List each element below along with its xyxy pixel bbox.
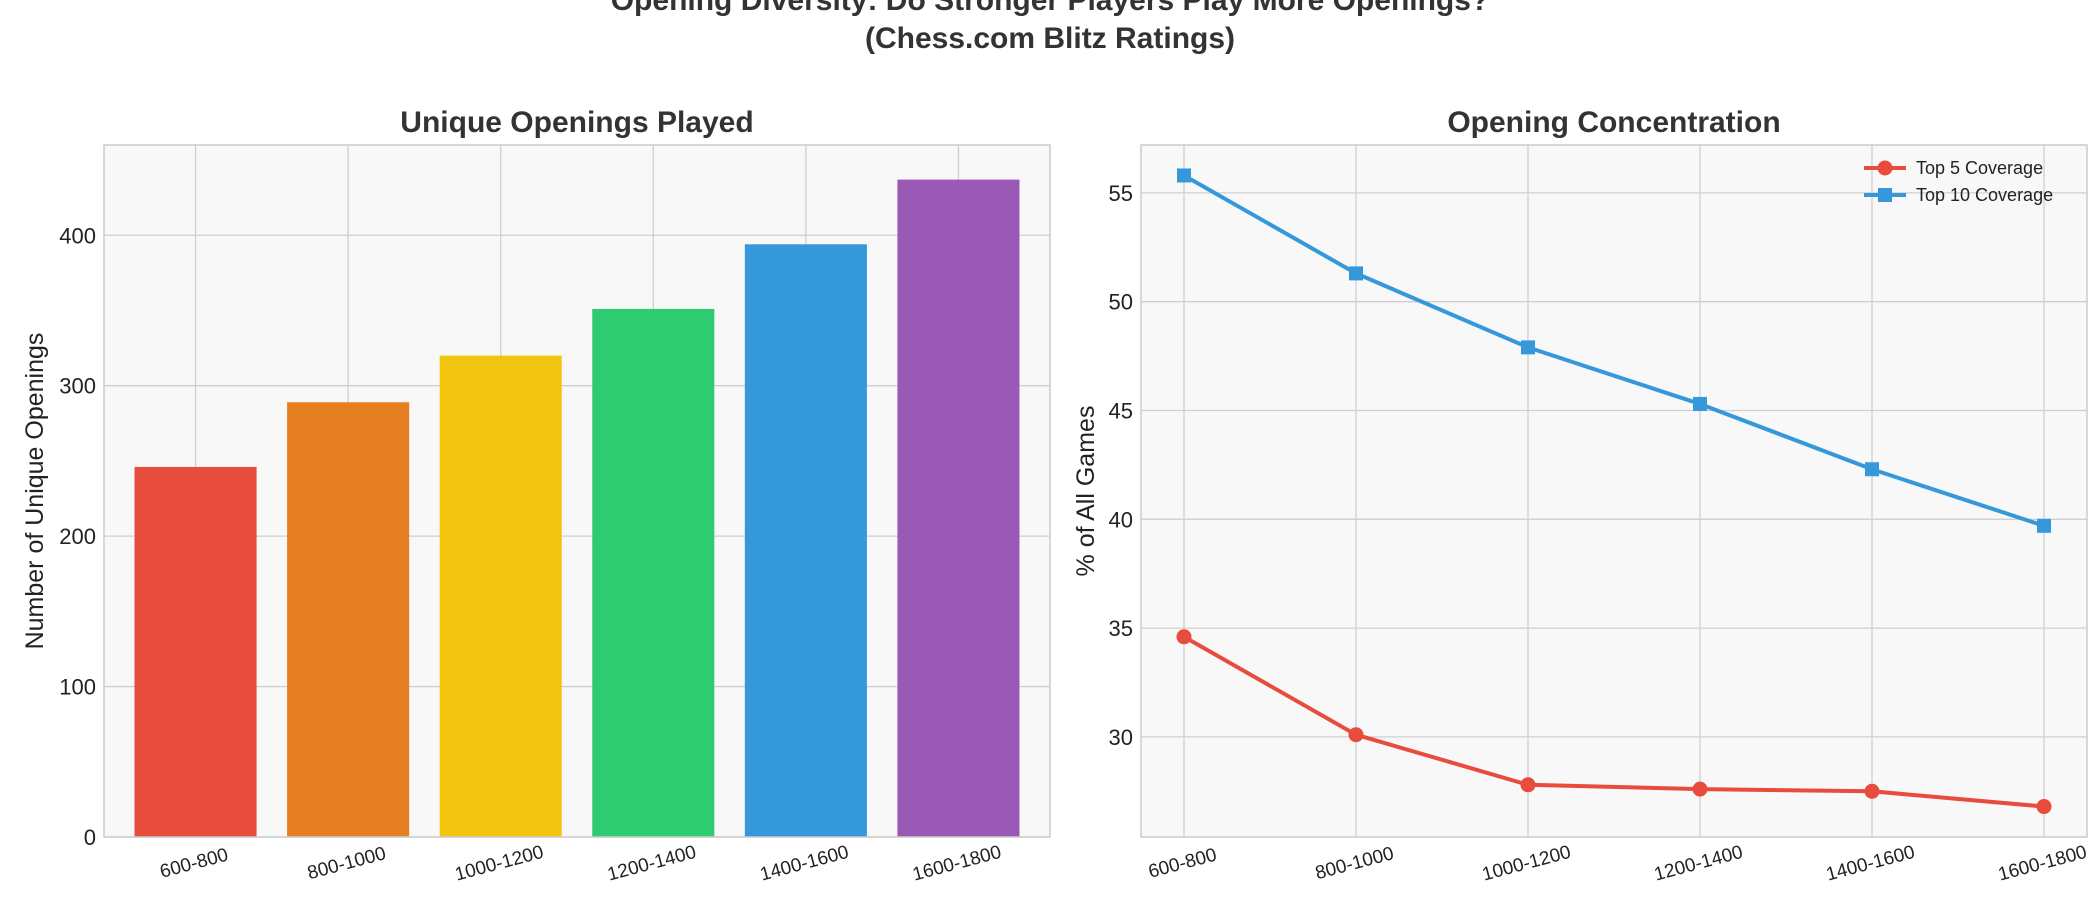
opening-concentration-panel: 30 35 40 45 50 55 600-800 800-1000 1000-1200 120…	[1072, 106, 2089, 886]
series-2-point	[1521, 340, 1535, 355]
line-chart-title: Opening Concentration	[1447, 106, 1780, 139]
series-line-1	[1183, 635, 2045, 809]
line-x-tick-label: 800-1000	[1313, 843, 1396, 884]
legend-marker-1	[1877, 160, 1893, 176]
bar-1400-1600	[744, 244, 867, 837]
figure-title-line-2: (Chess.com Blitz Ratings)	[864, 22, 1236, 55]
series-2-point	[2037, 518, 2051, 533]
series-1-point	[1520, 777, 1536, 793]
bar-x-tick-label: 800-1000	[305, 843, 388, 884]
bar-1200-1400	[592, 308, 715, 838]
line-x-tick-label: 600-800	[1146, 845, 1219, 883]
figure-title-line-1: Opening Diversity: Do Stronger Players P…	[610, 0, 1490, 17]
bar-plot-area	[104, 145, 1050, 837]
bar-y-tick-label: 0	[84, 825, 96, 850]
series-line-2	[1183, 173, 2045, 528]
bar-x-tick-label: 1600-1800	[910, 842, 1003, 886]
line-legend: Top 5 Coverage Top 10 Coverage	[1864, 158, 2053, 205]
bar-plot-frame	[103, 144, 1051, 838]
line-y-tick-label: 35	[1109, 616, 1133, 641]
line-plot-frame	[1140, 144, 2088, 838]
bar-series	[134, 179, 1020, 838]
line-x-tick-label: 1000-1200	[1480, 842, 1573, 886]
legend-label-2: Top 10 Coverage	[1916, 185, 2053, 205]
bar-1000-1200	[439, 355, 562, 837]
series-1-point	[1176, 629, 1192, 645]
bar-chart-title: Unique Openings Played	[400, 106, 753, 139]
bar-x-tick-label: 1000-1200	[453, 842, 546, 886]
bar-x-tick-labels: 600-800 800-1000 1000-1200 1200-1400 1400-16…	[158, 842, 1004, 886]
unique-openings-panel: 0 100 200 300 400 600-800 800-1000 1000-1200 12…	[21, 106, 1051, 886]
legend-marker-2	[1878, 188, 1892, 202]
legend-label-1: Top 5 Coverage	[1916, 158, 2043, 178]
series-2-point	[1693, 396, 1707, 411]
bar-x-tick-label: 1400-1600	[758, 842, 851, 886]
bar-1600-1800	[897, 179, 1020, 838]
bar-y-tick-label: 300	[59, 374, 96, 399]
line-y-tick-label: 45	[1109, 398, 1133, 423]
line-y-tick-label: 30	[1109, 725, 1133, 750]
bar-x-tick-label: 600-800	[158, 845, 231, 883]
bar-y-tick-label: 200	[59, 524, 96, 549]
line-y-tick-label: 55	[1109, 181, 1133, 206]
line-y-axis-label: % of All Games	[1072, 406, 1100, 577]
series-2-point	[1177, 168, 1191, 183]
bar-x-tick-label: 1200-1400	[605, 842, 698, 886]
line-y-tick-label: 40	[1109, 507, 1133, 532]
bar-800-1000	[287, 402, 410, 837]
line-x-tick-label: 1400-1600	[1824, 842, 1917, 886]
bar-600-800	[134, 466, 257, 837]
line-y-tick-labels: 30 35 40 45 50 55	[1109, 181, 1133, 750]
series-2-point	[1349, 266, 1363, 281]
series-2-point	[1865, 462, 1879, 477]
series-1-point	[2036, 799, 2052, 815]
bar-y-tick-labels: 0 100 200 300 400	[59, 223, 96, 850]
series-1-point	[1348, 727, 1364, 743]
line-plot-area	[1141, 145, 2087, 837]
line-series	[1176, 168, 2052, 815]
bar-y-tick-label: 400	[59, 223, 96, 248]
bar-y-tick-label: 100	[59, 675, 96, 700]
line-y-tick-label: 50	[1109, 290, 1133, 315]
series-1-point	[1864, 783, 1880, 799]
line-x-tick-label: 1200-1400	[1652, 842, 1745, 886]
series-1-point	[1692, 781, 1708, 797]
bar-y-axis-label: Number of Unique Openings	[21, 333, 49, 650]
line-x-tick-labels: 600-800 800-1000 1000-1200 1200-1400 1400-16…	[1146, 842, 2089, 886]
figure-title: Opening Diversity: Do Stronger Players P…	[0, 0, 2100, 58]
line-gridlines	[1141, 145, 2087, 837]
line-x-tick-label: 1600-1800	[1996, 842, 2089, 886]
